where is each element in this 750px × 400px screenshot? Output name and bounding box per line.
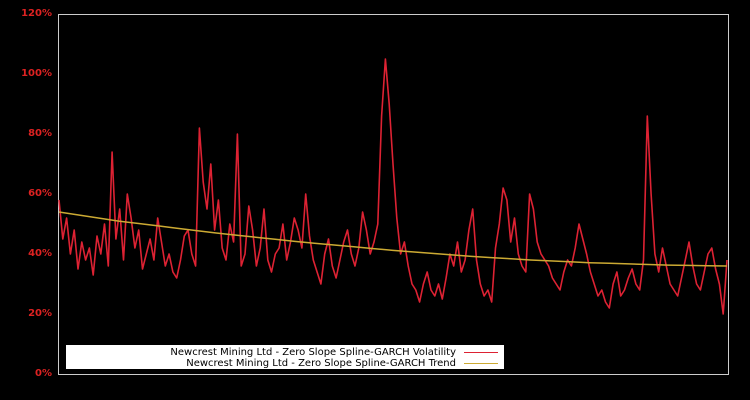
y-tick-label: 100% xyxy=(21,68,52,79)
legend-swatch-gold-line-icon xyxy=(464,362,498,364)
y-tick-label: 20% xyxy=(28,308,52,319)
chart-legend: Newcrest Mining Ltd - Zero Slope Spline-… xyxy=(66,345,504,369)
legend-label: Newcrest Mining Ltd - Zero Slope Spline-… xyxy=(186,357,456,369)
legend-item-trend: Newcrest Mining Ltd - Zero Slope Spline-… xyxy=(186,357,498,369)
plot-frame xyxy=(58,14,729,375)
trend-line xyxy=(58,211,728,267)
y-tick-label: 40% xyxy=(28,248,52,259)
legend-swatch-red-line-icon xyxy=(464,351,498,353)
y-tick-label: 120% xyxy=(21,8,52,19)
y-tick-label: 0% xyxy=(35,368,52,379)
legend-item-volatility: Newcrest Mining Ltd - Zero Slope Spline-… xyxy=(170,346,498,358)
volatility-line xyxy=(58,58,728,315)
y-tick-label: 80% xyxy=(28,128,52,139)
y-tick-label: 60% xyxy=(28,188,52,199)
legend-label: Newcrest Mining Ltd - Zero Slope Spline-… xyxy=(170,346,456,358)
